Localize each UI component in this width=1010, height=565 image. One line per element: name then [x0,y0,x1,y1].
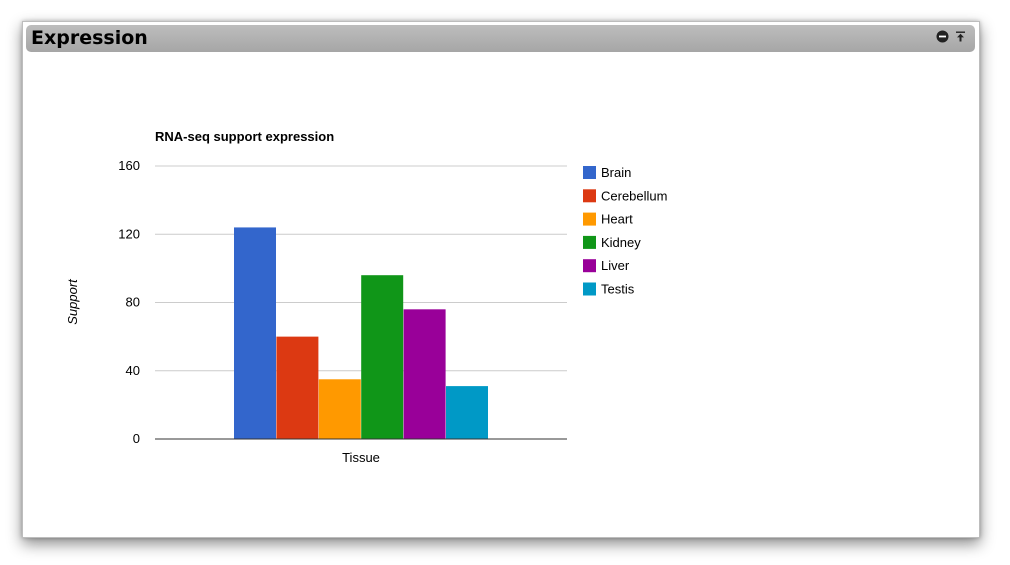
y-axis-label: Support [65,278,80,325]
legend-label: Cerebellum [601,188,667,203]
y-tick-label: 160 [118,158,140,173]
y-tick-label: 80 [126,295,140,310]
toggle-circle-icon[interactable] [936,30,949,43]
bar-brain[interactable] [234,227,276,439]
legend: Brain Cerebellum Heart Kidney Liver Testis [583,165,667,297]
bar-testis[interactable] [446,386,488,439]
y-tick-label: 0 [133,431,140,446]
bar-liver[interactable] [403,309,446,439]
legend-label: Heart [601,212,633,227]
legend-label: Testis [601,282,635,297]
y-tick-labels: 0 40 80 120 160 [118,158,140,446]
gridlines [155,165,567,372]
expression-panel: Expression [22,21,980,538]
panel-title: Expression [31,27,148,49]
panel-header: Expression [26,25,975,52]
legend-swatch [583,166,596,179]
legend-swatch [583,282,596,296]
header-icons [936,30,967,43]
legend-swatch [583,235,596,249]
legend-swatch [583,189,596,203]
legend-label: Kidney [601,235,641,250]
bars [234,227,488,439]
collapse-icon[interactable] [954,30,967,43]
legend-label: Brain [601,165,631,180]
bar-kidney[interactable] [361,275,404,439]
y-tick-label: 40 [126,363,140,378]
y-tick-label: 120 [118,226,140,241]
chart-title: RNA-seq support expression [155,129,334,144]
bar-heart[interactable] [318,379,361,439]
legend-swatch [583,212,596,226]
bar-cerebellum[interactable] [276,336,319,439]
x-axis-label: Tissue [342,450,380,465]
legend-label: Liver [601,258,630,273]
legend-swatch [583,259,596,273]
